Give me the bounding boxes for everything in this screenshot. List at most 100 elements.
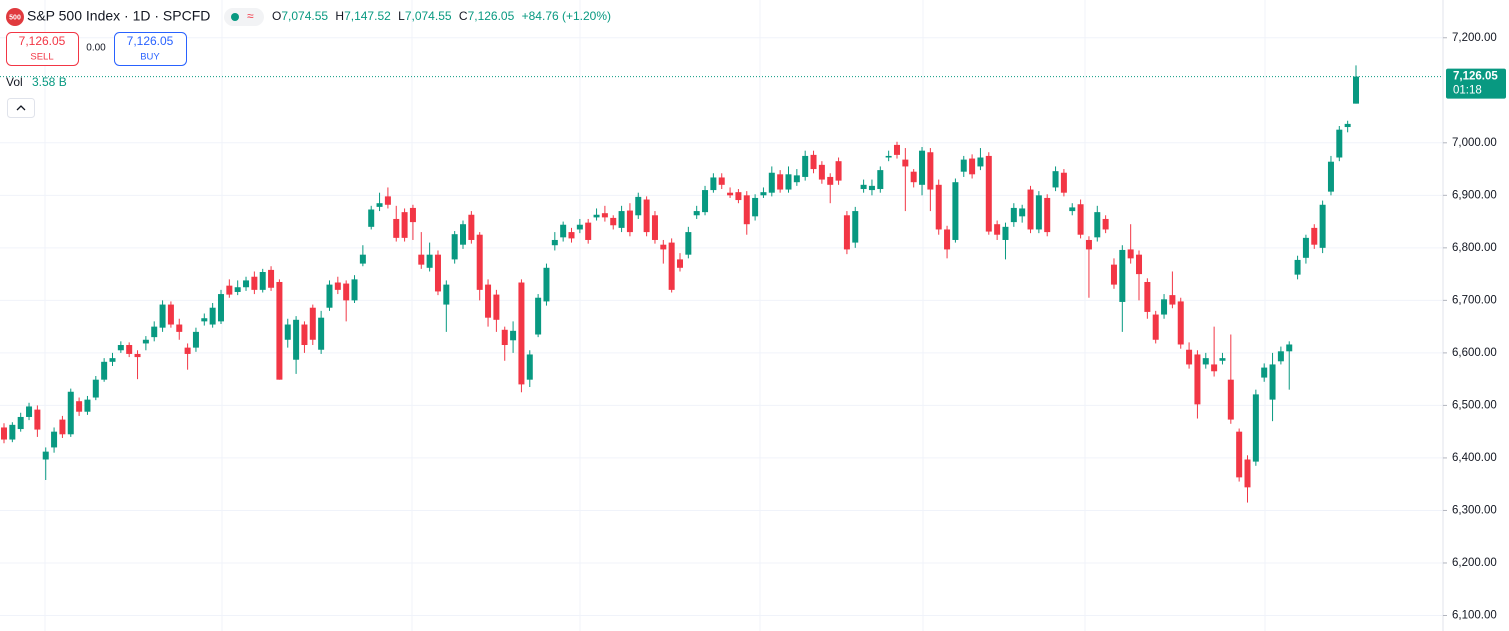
candle-body xyxy=(885,155,892,158)
candle-body xyxy=(702,190,709,213)
candle-body xyxy=(1169,295,1176,305)
candle-body xyxy=(1052,171,1059,188)
candle-body xyxy=(468,214,475,240)
candle-body xyxy=(1044,197,1051,233)
candle-body xyxy=(1136,254,1143,275)
candle-body xyxy=(768,172,775,193)
candle-body xyxy=(551,239,558,246)
candle-body xyxy=(802,155,809,177)
candle-body xyxy=(384,196,391,205)
candle-body xyxy=(259,272,266,290)
candle-body xyxy=(368,209,375,227)
candle-body xyxy=(309,307,316,340)
candle-body xyxy=(167,304,174,325)
candle-body xyxy=(217,294,224,322)
candle-body xyxy=(994,224,1001,235)
status-pill[interactable] xyxy=(224,8,264,26)
candle-body xyxy=(1110,264,1117,285)
candle-body xyxy=(1,427,7,440)
symbol-title[interactable]: S&P 500 Index · 1D · SPCFD xyxy=(27,8,210,24)
candle-body xyxy=(1119,249,1126,302)
buy-button[interactable] xyxy=(114,32,187,66)
candle-body xyxy=(134,353,141,358)
candle-body xyxy=(1019,208,1026,217)
candle-body xyxy=(343,283,350,301)
price-axis: 6,100.00 6,200.00 6,300.00 6,400.00 6,500.00… xyxy=(1443,32,1497,622)
candle-body xyxy=(485,284,492,318)
candle-body xyxy=(643,199,650,233)
candle-body xyxy=(543,267,550,302)
y-tick-label: 6,300.00 xyxy=(1452,504,1497,516)
candle-body xyxy=(518,282,525,385)
candle-body xyxy=(1161,299,1168,315)
candle-body xyxy=(443,284,450,305)
candle-body xyxy=(284,324,291,340)
collapse-button[interactable] xyxy=(7,98,35,118)
buy-label: BUY xyxy=(140,52,160,63)
collapse-icon xyxy=(16,105,26,111)
candle-body xyxy=(944,229,951,250)
y-tick-label: 6,900.00 xyxy=(1452,189,1497,201)
candle-body xyxy=(1336,129,1343,158)
h-label: H xyxy=(335,9,344,23)
candle-body xyxy=(126,345,133,354)
candle-body xyxy=(1085,239,1092,250)
candle-body xyxy=(334,282,341,290)
l-label: L xyxy=(398,9,405,23)
candle-body xyxy=(276,281,283,380)
sell-button[interactable] xyxy=(6,32,79,66)
candle-body xyxy=(109,358,116,362)
candle-body xyxy=(192,331,199,348)
candle-body xyxy=(1286,344,1293,352)
candle-body xyxy=(727,192,734,196)
candle-body xyxy=(1311,227,1318,245)
y-tick-label: 6,100.00 xyxy=(1452,610,1497,622)
candle-body xyxy=(176,324,183,332)
candle-body xyxy=(201,318,208,322)
candle-body xyxy=(76,401,83,412)
change: +84.76 (+1.20%) xyxy=(522,9,611,23)
candle-body xyxy=(318,317,325,350)
candle-body xyxy=(393,218,400,238)
candle-body xyxy=(418,254,425,265)
candle-body xyxy=(785,174,792,190)
candle-body xyxy=(1194,354,1201,405)
candle-body xyxy=(660,244,667,250)
candle-body xyxy=(101,361,108,380)
candle-body xyxy=(868,185,875,191)
candle-body xyxy=(376,203,383,207)
candle-body xyxy=(84,399,91,412)
candle-body xyxy=(576,224,583,230)
candle-body xyxy=(1060,172,1067,193)
candle-body xyxy=(593,214,600,218)
candle-body xyxy=(935,184,942,230)
candle-body xyxy=(835,161,842,181)
candle-body xyxy=(893,144,900,155)
candle-body xyxy=(1353,76,1359,104)
candle-body xyxy=(710,177,717,191)
candle-body xyxy=(760,192,767,196)
candle-body xyxy=(184,347,191,354)
candle-body xyxy=(243,280,250,288)
last-price-box xyxy=(1446,68,1506,99)
countdown: 01:18 xyxy=(1453,85,1482,97)
candle-body xyxy=(426,254,433,268)
candle-body xyxy=(1294,259,1301,275)
candle-body xyxy=(251,276,258,290)
volume-label: Vol xyxy=(6,75,23,89)
candle-body xyxy=(1177,301,1184,345)
sell-price: 7,126.05 xyxy=(19,34,66,48)
candle-body xyxy=(777,174,784,190)
y-tick-label: 7,200.00 xyxy=(1452,32,1497,44)
o-label: O xyxy=(272,9,281,23)
candle-body xyxy=(1002,226,1009,240)
candle-body xyxy=(409,207,416,223)
candle-body xyxy=(9,424,16,440)
candle-body xyxy=(42,451,49,460)
candle-body xyxy=(601,213,608,218)
candle-body xyxy=(476,234,483,290)
candle-body xyxy=(810,154,817,170)
candle-body xyxy=(510,330,517,341)
